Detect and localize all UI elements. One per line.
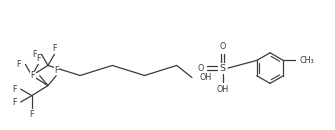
Text: O: O	[219, 42, 226, 51]
Text: F: F	[12, 85, 17, 94]
Text: F: F	[16, 60, 21, 69]
Text: F: F	[29, 110, 34, 119]
Text: F: F	[31, 71, 35, 80]
Text: F: F	[52, 44, 57, 53]
Text: S: S	[220, 64, 225, 73]
Text: F: F	[54, 66, 59, 75]
Text: O: O	[197, 64, 203, 73]
Text: F: F	[12, 98, 17, 107]
Text: F: F	[36, 54, 41, 63]
Text: OH: OH	[200, 73, 212, 82]
Text: OH: OH	[216, 85, 229, 94]
Text: CH₃: CH₃	[299, 56, 314, 65]
Text: F: F	[32, 50, 37, 59]
